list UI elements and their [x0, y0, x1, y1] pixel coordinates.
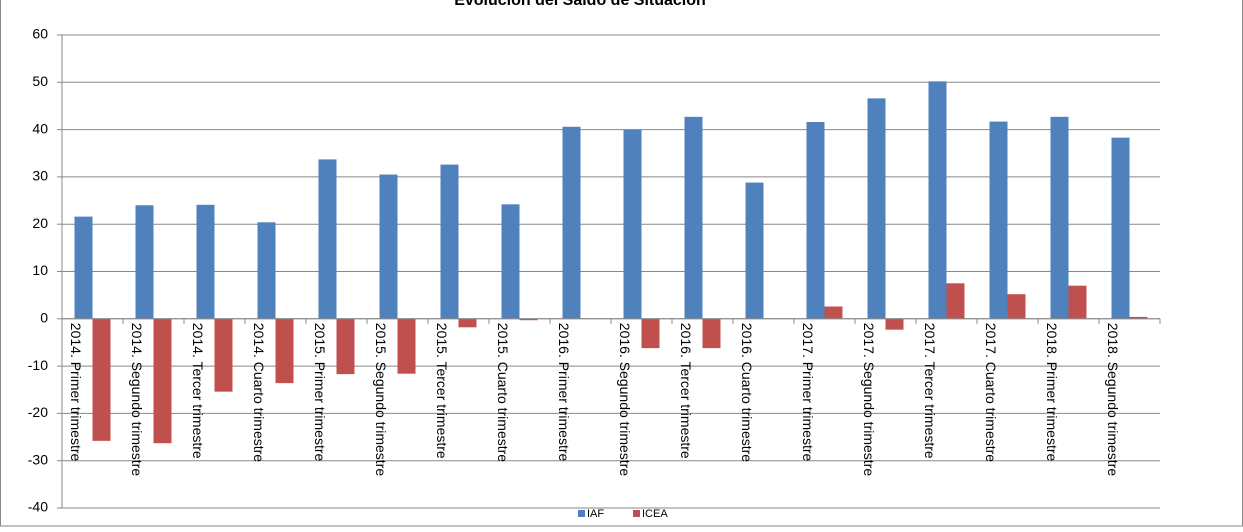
y-tick-label: 50 [32, 73, 48, 89]
bar [641, 318, 660, 349]
x-tick-label: 2017. Primer trimestre [800, 323, 816, 462]
x-tick-label: 2016. Segundo trimestre [617, 323, 633, 477]
x-tick-label: 2016. Primer trimestre [556, 323, 572, 462]
x-tick-label: 2017. Cuarto trimestre [983, 323, 999, 462]
y-tick-label: 10 [32, 262, 48, 278]
bar [519, 318, 538, 321]
x-tick-label: 2015. Primer trimestre [312, 323, 328, 462]
y-tick-label: 30 [32, 168, 48, 184]
y-tick-label: -10 [28, 357, 48, 373]
bar [336, 318, 355, 375]
bar [257, 222, 276, 319]
x-tick-label: 2016. Tercer trimestre [678, 323, 694, 459]
bar [1129, 316, 1148, 319]
bar [1050, 116, 1069, 319]
bar [501, 204, 520, 319]
bar [562, 126, 581, 319]
x-tick-label: 2014. Segundo trimestre [129, 323, 145, 477]
bar [92, 318, 111, 441]
bar [214, 318, 233, 392]
legend-label: ICEA [642, 508, 668, 520]
bar [458, 318, 477, 328]
bar [806, 122, 825, 319]
x-tick-label: 2014. Cuarto trimestre [251, 323, 267, 462]
bar [745, 182, 764, 319]
x-tick-label: 2014. Primer trimestre [68, 323, 84, 462]
bar [989, 121, 1008, 319]
bar [318, 159, 337, 319]
bar [867, 98, 886, 319]
bar [74, 216, 93, 319]
bar [1007, 294, 1026, 319]
y-tick-label: 60 [32, 26, 48, 42]
bar [623, 129, 642, 319]
bar [928, 81, 947, 319]
bar [885, 318, 904, 330]
chart-title: Evolución del Saldo de Situación [454, 0, 706, 9]
x-tick-label: 2017. Tercer trimestre [922, 323, 938, 459]
x-tick-label: 2014. Tercer trimestre [190, 323, 206, 459]
y-tick-label: 40 [32, 120, 48, 136]
y-tick-label: -30 [28, 451, 48, 467]
legend-swatch [578, 510, 585, 517]
x-tick-label: 2015. Segundo trimestre [373, 323, 389, 477]
bar [153, 318, 172, 444]
bar [397, 318, 416, 374]
x-tick-label: 2018. Segundo trimestre [1105, 323, 1121, 477]
bar [1068, 285, 1087, 319]
x-tick-label: 2015. Cuarto trimestre [495, 323, 511, 462]
bar [946, 283, 965, 319]
x-tick-label: 2017. Segundo trimestre [861, 323, 877, 477]
bar [135, 205, 154, 319]
bar [275, 318, 294, 384]
bar [440, 164, 459, 319]
x-tick-label: 2018. Primer trimestre [1044, 323, 1060, 462]
y-tick-label: 0 [40, 310, 48, 326]
bar [1111, 137, 1130, 319]
bar [824, 306, 843, 319]
legend-swatch [633, 510, 640, 517]
y-tick-label: -20 [28, 404, 48, 420]
y-tick-label: -40 [28, 499, 48, 515]
bar [684, 116, 703, 319]
x-tick-label: 2015. Tercer trimestre [434, 323, 450, 459]
bar [379, 174, 398, 319]
x-tick-label: 2016. Cuarto trimestre [739, 323, 755, 462]
bar [702, 318, 721, 349]
y-tick-label: 20 [32, 215, 48, 231]
bar [196, 204, 215, 319]
legend-label: IAF [587, 508, 604, 520]
